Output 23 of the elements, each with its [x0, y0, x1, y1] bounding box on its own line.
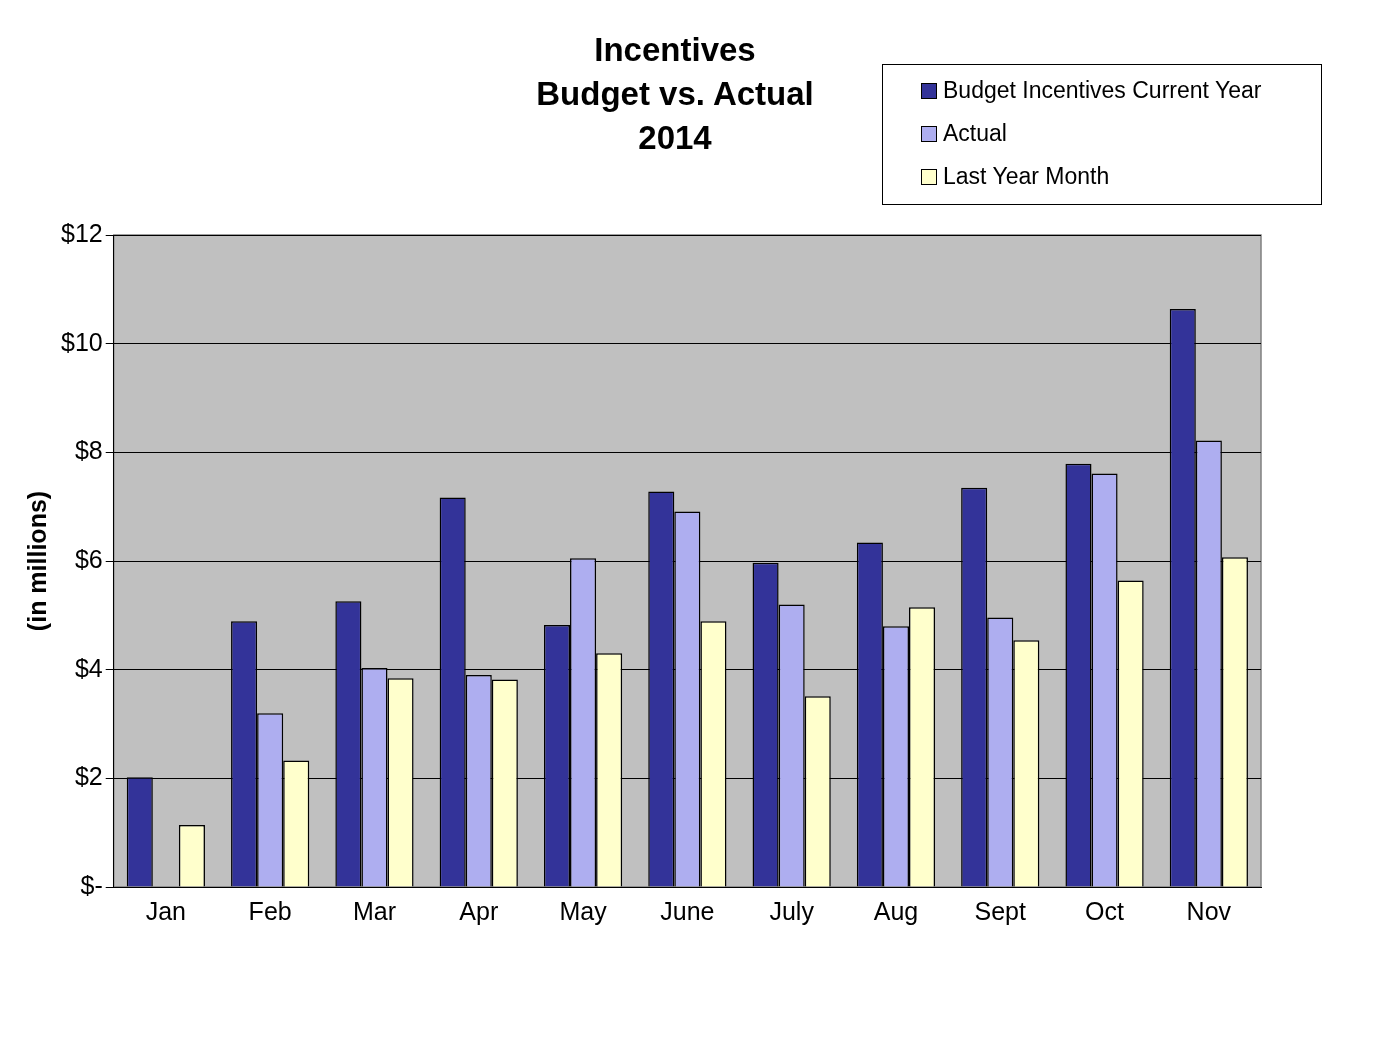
- x-tick-label: Aug: [873, 896, 919, 925]
- x-tick-label: July: [769, 896, 815, 925]
- y-tick-label: $8: [74, 436, 103, 465]
- x-tick-label: Sept: [974, 896, 1027, 925]
- x-tick-label: May: [559, 896, 608, 925]
- y-axis-title: (in millions): [22, 490, 51, 632]
- x-tick-label: Mar: [352, 896, 396, 925]
- y-tick-label: $2: [74, 762, 103, 791]
- y-tick-label: $4: [74, 653, 103, 682]
- y-tick-label: $-: [80, 870, 103, 899]
- y-tick-label: $12: [60, 218, 103, 247]
- y-tick-label: $6: [74, 544, 103, 573]
- x-tick-label: Apr: [459, 896, 499, 925]
- x-tick-label: Nov: [1186, 896, 1232, 925]
- chart-title: Incentives Budget vs. Actual 2014: [535, 30, 815, 158]
- x-tick-label: Jan: [145, 896, 187, 925]
- legend-label: Last Year Month: [943, 163, 1110, 190]
- x-tick-label: Oct: [1085, 896, 1125, 925]
- legend-label: Actual: [943, 120, 1007, 147]
- x-tick-label: June: [660, 896, 715, 925]
- y-tick-label: $10: [60, 327, 103, 356]
- x-tick-label: Feb: [248, 896, 292, 925]
- legend-label: Budget Incentives Current Year: [943, 77, 1262, 104]
